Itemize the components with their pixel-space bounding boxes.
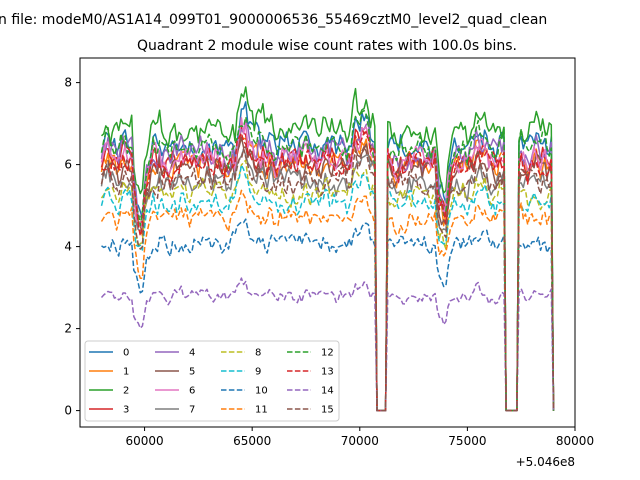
series-line-9	[100, 164, 555, 412]
legend-label-8: 8	[255, 348, 261, 359]
series-line-6	[100, 116, 555, 412]
legend-label-5: 5	[189, 367, 195, 378]
legend-label-13: 13	[321, 367, 334, 378]
x-tick-label: 70000	[341, 434, 379, 448]
legend-label-0: 0	[123, 348, 129, 359]
legend-box	[84, 340, 340, 422]
x-tick-label: 60000	[125, 434, 163, 448]
series-line-12	[100, 109, 555, 412]
series-line-10	[101, 218, 555, 412]
legend-label-3: 3	[123, 405, 129, 416]
x-tick-label: 65000	[233, 434, 271, 448]
legend-label-1: 1	[123, 367, 129, 378]
x-tick-label: 75000	[448, 434, 486, 448]
legend-label-15: 15	[321, 405, 334, 416]
series-line-13	[101, 131, 555, 412]
plot-frame	[79, 57, 576, 428]
chart-title: Quadrant 2 module wise count rates with …	[137, 38, 517, 54]
series-line-8	[100, 159, 555, 412]
legend-label-12: 12	[321, 348, 334, 359]
series-line-2	[100, 86, 555, 412]
y-tick-label: 6	[64, 158, 72, 172]
legend-label-7: 7	[189, 405, 195, 416]
legend-label-4: 4	[189, 348, 195, 359]
legend-label-2: 2	[123, 386, 129, 397]
legend-label-10: 10	[255, 386, 268, 397]
legend-label-14: 14	[321, 386, 334, 397]
legend-label-11: 11	[255, 405, 268, 416]
series-layer	[100, 86, 555, 412]
y-tick-label: 4	[64, 240, 72, 254]
x-offset-label: +5.046e8	[516, 455, 575, 469]
x-tick-label: 80000	[556, 434, 594, 448]
y-axis: 0 2 4 6 8	[64, 76, 80, 418]
y-tick-label: 2	[64, 322, 72, 336]
x-axis: 60000 65000 70000 75000 80000	[125, 427, 594, 448]
legend-label-9: 9	[255, 367, 261, 378]
y-tick-label: 0	[64, 404, 72, 418]
chart-suptitle: n file: modeM0/AS1A14_099T01_9000006536_…	[0, 12, 547, 28]
legend-label-6: 6	[189, 386, 195, 397]
series-line-14	[100, 277, 555, 412]
series-line-11	[100, 189, 555, 412]
y-tick-label: 8	[64, 76, 72, 90]
